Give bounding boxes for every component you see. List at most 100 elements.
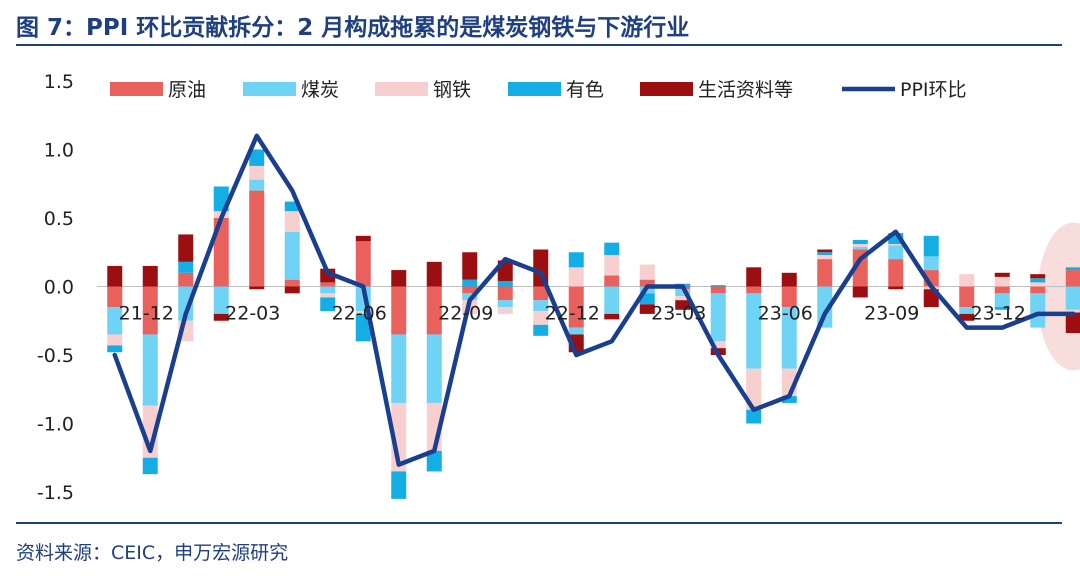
bar-有色-22-09 [462,279,478,287]
y-tick-label: 0.0 [44,277,74,299]
bar-钢铁-23-04 [710,341,726,349]
bar-钢铁-23-07 [817,254,833,260]
bar-原油-22-09 [462,286,478,294]
bar-有色-24-01 [1030,278,1046,283]
bar-原油-22-05 [320,282,336,287]
bar-生活资料等-23-09 [888,286,904,290]
bar-煤炭-23-11 [959,307,975,314]
legend-swatch-钢铁 [375,82,428,96]
y-axis-ticks: -1.5 -1.0 -0.5 0.0 0.5 1.0 1.5 [37,71,74,504]
bar-原油-23-12 [994,286,1010,294]
bar-钢铁-24-01 [1030,282,1046,287]
bar-煤炭-23-03 [675,289,691,297]
bar-有色-23-07 [817,252,833,255]
bar-煤炭-23-05 [746,293,762,369]
bar-生活资料等-22-04 [284,286,300,294]
bar-煤炭-22-12 [568,327,584,335]
source-rule [16,522,1062,524]
legend-label-煤炭: 煤炭 [301,79,339,101]
bar-原油-22-12 [568,286,584,328]
bar-钢铁-22-05 [320,293,336,298]
bar-有色-22-05 [320,297,336,312]
bar-有色-22-08 [426,450,442,472]
bar-生活资料等-21-12 [142,265,158,287]
y-tick-label: 0.5 [44,208,74,230]
bar-有色-22-10 [497,281,513,287]
bar-钢铁-22-12 [568,267,584,287]
legend-swatch-有色 [508,82,561,96]
bar-钢铁-23-11 [959,274,975,287]
x-tick-label: 23-09 [864,303,919,325]
bar-钢铁-23-02 [639,264,655,280]
bar-原油-24-01 [1030,286,1046,294]
bar-原油-22-11 [533,286,549,301]
bar-有色-23-12 [994,307,1010,310]
legend-label-原油: 原油 [168,79,206,101]
bar-有色-23-06 [781,396,797,403]
x-tick-label: 22-06 [332,303,387,325]
bar-有色-22-01 [178,261,194,273]
x-tick-label: 23-12 [971,303,1026,325]
bar-煤炭-22-07 [391,334,407,403]
bar-有色-23-02 [639,293,655,305]
bar-钢铁-22-06 [355,311,371,314]
bar-钢铁-23-12 [994,276,1010,287]
bar-有色-23-09 [888,233,904,245]
bar-原油-22-06 [355,241,371,287]
bar-生活资料等-23-01 [604,313,620,320]
bar-煤炭-22-10 [497,300,513,308]
legend-swatch-煤炭 [243,82,296,96]
y-tick-label: 1.0 [44,140,74,162]
bar-钢铁-22-04 [284,211,300,232]
title-rule [16,44,1062,46]
legend-label-生活资料等: 生活资料等 [698,79,793,101]
bar-生活资料等-23-07 [817,249,833,253]
bar-有色-23-08 [852,239,868,245]
bar-有色-23-04 [710,285,726,287]
bar-原油-23-09 [888,259,904,287]
bar-煤炭-23-06 [781,307,797,369]
bar-原油-23-05 [746,286,762,294]
y-tick-label: 1.5 [44,71,74,93]
bar-生活资料等-23-06 [781,272,797,287]
bar-煤炭-23-04 [710,293,726,342]
legend-swatch-原油 [110,82,163,96]
bar-原油-22-01 [178,272,194,287]
legend-label-有色: 有色 [566,79,604,101]
figure-title: 图 7：PPI 环比贡献拆分：2 月构成拖累的是煤炭钢铁与下游行业 [16,15,690,41]
y-tick-label: -1.5 [37,482,74,504]
bar-生活资料等-21-11 [107,265,123,287]
bar-生活资料等-22-08 [426,261,442,287]
bar-有色-24-02 [1065,267,1080,271]
bar-钢铁-23-09 [888,244,904,246]
bar-钢铁-22-03 [249,165,265,180]
x-tick-label: 23-03 [651,303,706,325]
bar-有色-22-12 [568,252,584,268]
bar-有色-21-12 [142,457,158,475]
bar-钢铁-23-05 [746,368,762,410]
bar-煤炭-23-01 [604,286,620,314]
y-tick-label: -0.5 [37,345,74,367]
bar-有色-22-03 [249,149,265,166]
bar-原油-21-11 [107,286,123,308]
bar-钢铁-22-11 [533,311,549,325]
bar-煤炭-22-04 [284,231,300,280]
bar-原油-23-04 [710,286,726,294]
bar-钢铁-23-08 [852,244,868,247]
bar-原油-23-11 [959,286,975,308]
bar-原油-21-12 [142,286,158,335]
bar-有色-22-04 [284,201,300,212]
x-tick-label: 22-03 [225,303,280,325]
line-layer [112,133,1076,467]
bar-煤炭-22-05 [320,286,336,294]
bar-有色-22-07 [391,471,407,499]
x-tick-label: 22-09 [438,303,493,325]
bar-钢铁-21-11 [107,334,123,346]
bar-煤炭-22-01 [178,286,194,321]
bar-煤炭-21-11 [107,307,123,335]
legend-label-钢铁: 钢铁 [433,79,471,101]
bar-煤炭-23-09 [888,245,904,260]
bar-煤炭-21-12 [142,334,158,406]
y-tick-label: -1.0 [37,414,74,436]
bar-生活资料等-24-01 [1030,274,1046,279]
